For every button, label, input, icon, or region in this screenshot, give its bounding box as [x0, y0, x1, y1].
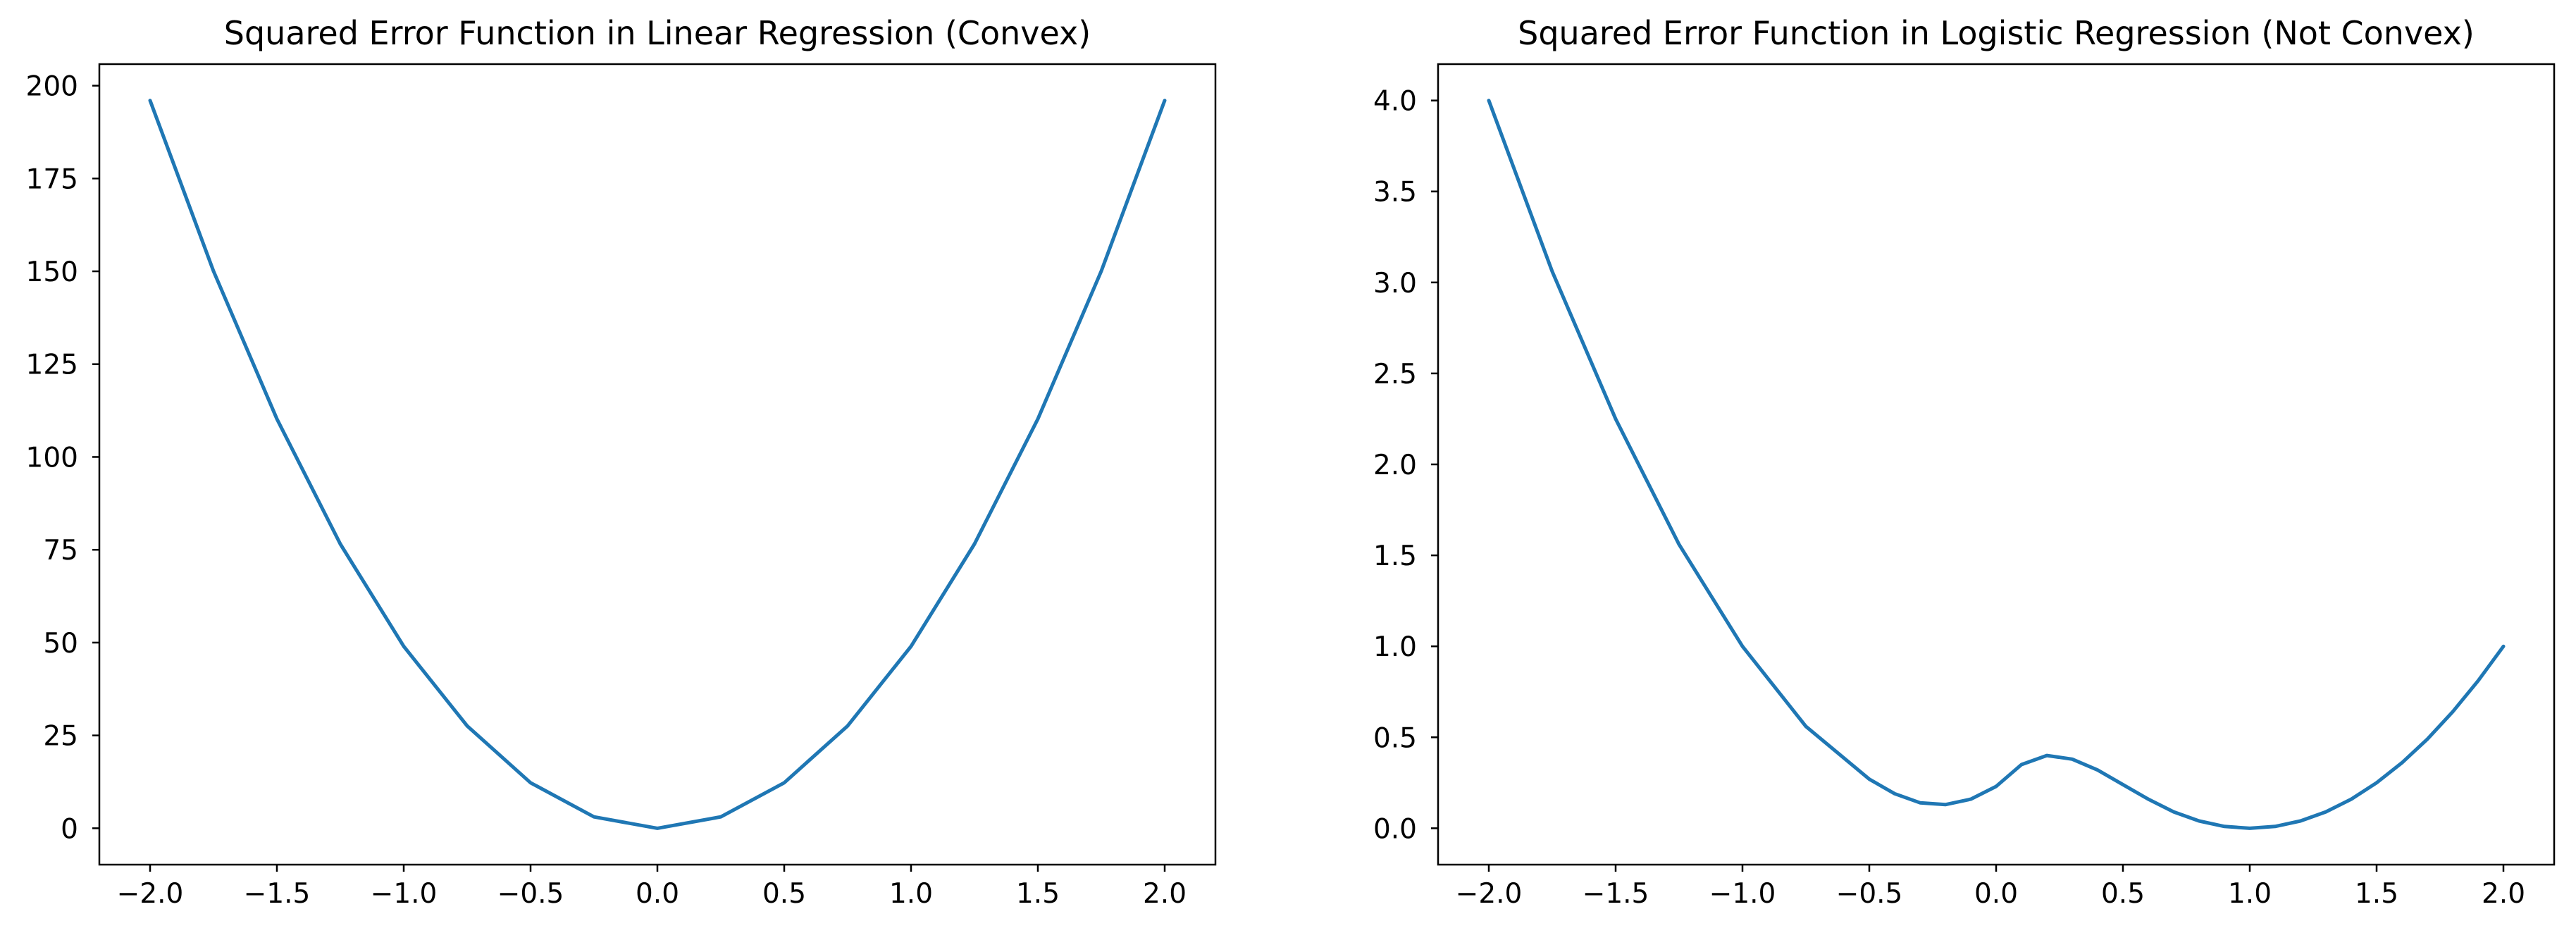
series-line [148, 99, 1167, 830]
series-line [1487, 99, 2506, 830]
x-tick-label: 1.5 [1016, 878, 1060, 910]
y-tick-label: 100 [26, 442, 78, 474]
axes-frame [1437, 63, 2556, 866]
y-tick-label: 150 [26, 257, 78, 288]
x-tick-label: −0.5 [1836, 878, 1903, 910]
y-tick-label: 25 [43, 721, 78, 753]
x-tick-label: −0.5 [497, 878, 564, 910]
tick-group: −2.0 −1.5 −1.0 −0.5 0.0 0.5 1.0 1.5 2.0 0.0 0.5 1.0… [1373, 86, 2525, 910]
y-tick-label: 2.5 [1373, 359, 1417, 390]
x-tick-label: −1.0 [371, 878, 438, 910]
chart-logistic-regression: Squared Error Function in Logistic Regre… [1373, 14, 2556, 910]
y-tick-label: 1.0 [1373, 631, 1417, 663]
y-tick-label: 0 [61, 813, 78, 845]
y-tick-label: 3.5 [1373, 177, 1417, 209]
chart-linear-regression: Squared Error Function in Linear Regress… [26, 14, 1217, 910]
x-tick-label: 1.5 [2355, 878, 2398, 910]
x-tick-label: 0.5 [762, 878, 806, 910]
y-tick-label: 175 [26, 163, 78, 195]
y-tick-label: 4.0 [1373, 86, 1417, 118]
chart-title: Squared Error Function in Linear Regress… [224, 14, 1091, 52]
axes-frame [98, 63, 1217, 866]
x-tick-label: 2.0 [1143, 878, 1187, 910]
x-tick-label: −1.5 [244, 878, 311, 910]
y-tick-label: 125 [26, 350, 78, 381]
x-tick-label: 2.0 [2482, 878, 2525, 910]
x-tick-label: 0.0 [1974, 878, 2018, 910]
x-tick-label: 0.0 [636, 878, 679, 910]
x-tick-label: −2.0 [1456, 878, 1523, 910]
x-tick-label: −1.5 [1583, 878, 1649, 910]
x-tick-label: 1.0 [2228, 878, 2272, 910]
y-tick-label: 200 [26, 71, 78, 103]
y-tick-label: 0.0 [1373, 813, 1417, 845]
x-tick-label: 1.0 [889, 878, 933, 910]
x-tick-label: −2.0 [117, 878, 184, 910]
y-tick-label: 0.5 [1373, 722, 1417, 754]
y-tick-label: 75 [43, 535, 78, 567]
y-tick-label: 50 [43, 628, 78, 660]
tick-group: −2.0 −1.5 −1.0 −0.5 0.0 0.5 1.0 1.5 2.0 0 25 50 75 10… [26, 71, 1187, 910]
y-tick-label: 3.0 [1373, 268, 1417, 299]
x-tick-label: 0.5 [2101, 878, 2145, 910]
y-tick-label: 1.5 [1373, 540, 1417, 572]
x-tick-label: −1.0 [1709, 878, 1776, 910]
chart-title: Squared Error Function in Logistic Regre… [1518, 14, 2475, 52]
y-tick-label: 2.0 [1373, 450, 1417, 481]
